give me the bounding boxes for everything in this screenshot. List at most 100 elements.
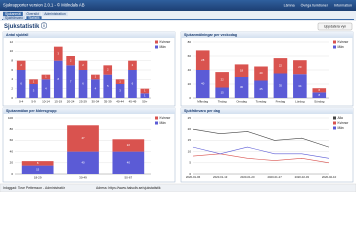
x-tick-label: Fredag <box>276 99 286 103</box>
bar-value-label: 18 <box>240 68 244 72</box>
x-tick-label: Lördag <box>295 99 305 103</box>
bar-segment <box>115 84 125 98</box>
bar-value-label: 8 <box>57 77 59 81</box>
x-tick-label: 5-9 <box>31 99 36 103</box>
y-tick-label: 80 <box>188 40 192 44</box>
update-button-label[interactable]: Uppdatera vyn <box>324 24 346 28</box>
bar-value-label: 40 <box>81 161 85 165</box>
bar-value-label: 34 <box>298 84 302 88</box>
x-tick-label: 50-67 <box>124 175 132 179</box>
legend-label: Män <box>338 126 344 130</box>
legend-swatch <box>333 40 336 44</box>
y-tick-label: 40 <box>188 68 192 72</box>
subnav-tab[interactable]: Statistik <box>28 16 40 20</box>
header-link[interactable]: Lämna <box>284 3 295 7</box>
footer-user: Inloggad: Tove Pettersson - Administratö… <box>3 186 66 190</box>
y-tick-label: 12 <box>10 40 14 44</box>
y-tick-label: 0 <box>189 96 191 100</box>
y-tick-label: 40 <box>10 149 14 153</box>
x-tick-label: 2020-01-13 <box>213 175 228 179</box>
bar-value-label: 1 <box>144 93 146 97</box>
subnav-tab[interactable]: Sjukfrånvaro <box>5 16 23 20</box>
y-tick-label: 0 <box>11 96 13 100</box>
y-tick-label: 15 <box>188 138 192 142</box>
legend-swatch <box>155 121 158 125</box>
bar-value-label: 3 <box>33 89 35 93</box>
update-button[interactable] <box>317 22 353 31</box>
legend-swatch <box>155 116 158 120</box>
legend-label: Kvinnor <box>160 40 172 44</box>
app-window: Sjukrapporter version 2.0.1 - © Mölndals… <box>0 0 356 192</box>
bar-segment <box>29 79 38 84</box>
chart-panel-header <box>181 32 353 38</box>
bar-segment <box>115 79 125 84</box>
legend-label: Alla <box>338 116 344 120</box>
bar-value-label: 2 <box>107 68 109 72</box>
bar-value-label: 6 <box>20 82 22 86</box>
subnav-tab-bg[interactable] <box>3 16 25 20</box>
y-tick-label: 0 <box>11 172 13 176</box>
nav-tab-bg[interactable] <box>24 11 41 17</box>
subnav-tab-bg[interactable] <box>26 16 42 20</box>
bar-value-label: 22 <box>279 64 283 68</box>
nav-tab[interactable]: Sjukanmäl <box>5 12 21 16</box>
y-tick-label: 20 <box>188 82 192 86</box>
y-tick-label: 0 <box>189 172 191 176</box>
legend-label: Kvinnor <box>160 116 172 120</box>
bar-segment <box>195 50 210 70</box>
bar-value-label: 3 <box>119 89 121 93</box>
chart-title: Sjukanmälningar per veckodag <box>184 33 237 37</box>
bar-segment <box>312 88 327 93</box>
bar-segment <box>21 161 54 166</box>
x-tick-label: 30-49 <box>79 175 87 179</box>
bar-value-label: 2 <box>70 58 72 62</box>
y-tick-label: 80 <box>10 127 14 131</box>
legend-swatch <box>333 45 336 49</box>
bar-value-label: 1 <box>45 75 47 79</box>
y-tick-label: 25 <box>188 116 192 120</box>
legend-swatch <box>155 40 158 44</box>
bar-value-label: 5 <box>107 84 109 88</box>
bar-segment <box>312 92 327 98</box>
header-link[interactable]: Information <box>334 3 352 7</box>
x-tick-label: Söndag <box>314 99 325 103</box>
chart-panel-header <box>3 108 175 114</box>
y-tick-label: 20 <box>188 127 192 131</box>
bar-value-label: 15 <box>36 168 40 172</box>
bar-value-label: 8 <box>37 161 39 165</box>
line-series <box>192 153 330 164</box>
page-title: Sjukstatistik ⓘ <box>4 22 47 30</box>
legend-swatch <box>333 121 336 125</box>
bar-value-label: 2 <box>82 63 84 67</box>
x-tick-label: 20-24 <box>67 99 75 103</box>
bar-segment <box>140 93 150 98</box>
x-tick-label: 2020-01-06 <box>186 175 201 179</box>
bar-segment <box>78 70 88 98</box>
header-bar <box>0 0 356 11</box>
nav-tab[interactable]: Översikt <box>26 12 38 16</box>
bar-value-label: 25 <box>259 87 263 91</box>
legend-label: Män <box>338 45 344 49</box>
bar-segment <box>195 70 210 98</box>
x-tick-label: 15-19 <box>54 99 62 103</box>
legend-swatch <box>333 116 336 120</box>
nav-tab[interactable]: Administration <box>44 12 66 16</box>
nav-tab-bg[interactable] <box>42 11 68 17</box>
legend-label: Kvinnor <box>338 121 350 125</box>
chart-panel-header <box>3 32 175 38</box>
bar-segment <box>41 79 51 98</box>
bar-value-label: 47 <box>81 136 85 140</box>
bar-value-label: 6 <box>319 88 321 92</box>
header-link[interactable]: Övriga funktioner <box>301 3 329 7</box>
bar-value-label: 6 <box>82 82 84 86</box>
bar-segment <box>16 70 26 98</box>
x-tick-label: 0-4 <box>19 99 24 103</box>
chart-panel-header <box>181 108 353 114</box>
chart-panel <box>2 31 176 107</box>
bar-value-label: 1 <box>119 79 121 83</box>
bar-segment <box>21 165 54 174</box>
nav-tab-bg[interactable] <box>3 11 23 17</box>
y-tick-label: 2 <box>11 86 13 90</box>
legend-swatch <box>155 45 158 49</box>
bar-segment <box>293 74 307 98</box>
